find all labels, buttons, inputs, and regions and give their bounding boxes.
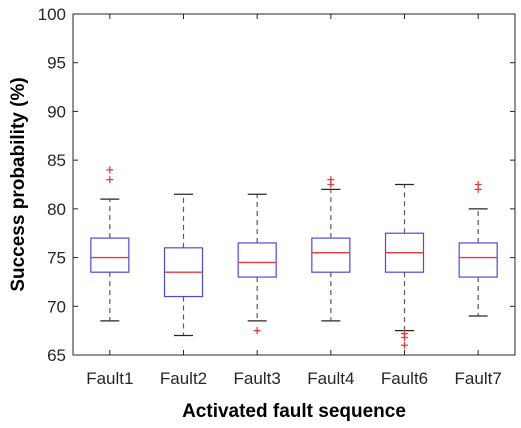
boxes-group — [90, 166, 498, 349]
plot-area — [72, 13, 516, 356]
outlier-marker — [106, 166, 114, 174]
y-axis-title: Success probability (%) — [8, 77, 29, 291]
iqr-box — [237, 242, 277, 278]
box-fault6 — [384, 183, 425, 349]
x-tick-label: Fault6 — [381, 369, 428, 388]
x-axis: Fault1 Fault2 Fault3 Fault4 Fault6 Fault7 — [86, 14, 502, 388]
outlier-marker — [106, 176, 114, 184]
x-tick-label: Fault4 — [307, 369, 354, 388]
box-fault1 — [90, 166, 130, 322]
box-fault2 — [163, 193, 204, 337]
y-tick-label: 65 — [47, 346, 66, 365]
y-tick-label: 100 — [38, 5, 66, 24]
x-tick-label: Fault1 — [86, 369, 133, 388]
outlier-marker — [327, 176, 335, 184]
x-axis-title: Activated fault sequence — [182, 401, 406, 422]
box-fault3 — [237, 193, 277, 335]
box-fault7 — [458, 181, 498, 317]
outlier-marker — [474, 181, 482, 188]
y-axis: 65 70 75 80 85 90 95 100 — [38, 5, 515, 365]
x-tick-label: Fault2 — [160, 369, 207, 388]
y-tick-label: 85 — [47, 151, 66, 170]
y-tick-label: 90 — [47, 102, 66, 121]
outlier-marker — [401, 341, 408, 349]
outlier-marker — [253, 327, 261, 335]
y-tick-label: 80 — [47, 200, 66, 219]
y-tick-label: 95 — [47, 54, 66, 73]
x-tick-label: Fault3 — [234, 369, 281, 388]
iqr-box — [90, 237, 130, 273]
x-tick-label: Fault7 — [455, 369, 502, 388]
iqr-box — [458, 242, 498, 278]
outlier-marker — [401, 330, 408, 338]
y-tick-label: 70 — [47, 297, 66, 316]
box-fault4 — [311, 176, 351, 322]
y-tick-label: 75 — [47, 249, 66, 268]
iqr-box — [311, 237, 351, 273]
